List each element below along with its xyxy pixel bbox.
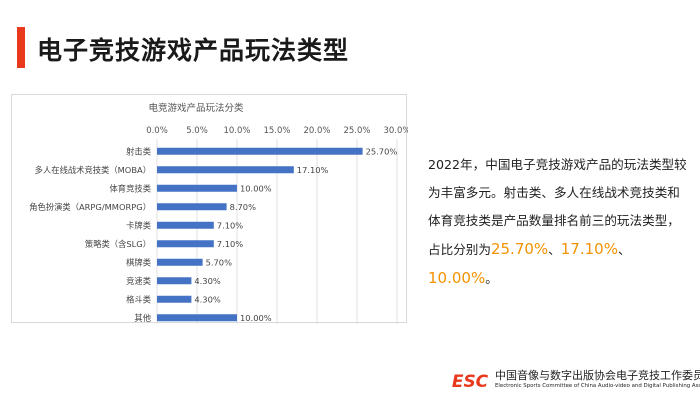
bar xyxy=(157,277,192,285)
data-label: 10.00% xyxy=(240,313,272,323)
data-label: 25.70% xyxy=(366,146,398,156)
chart-container: 电竞游戏产品玩法分类 0.0% 5.0% 10.0% 15.0% 20.0% 25.0% 3… xyxy=(11,94,408,324)
bar xyxy=(157,314,237,322)
data-label: 4.30% xyxy=(194,276,220,286)
category-label: 卡牌类 xyxy=(126,220,151,230)
summary-separator: 、 xyxy=(548,242,561,257)
x-tick-label: 10.0% xyxy=(223,126,250,136)
x-tick-label: 0.0% xyxy=(146,126,168,136)
footer-org-cn: 中国音像与数字出版协会电子竞技工作委员会 xyxy=(495,369,700,382)
bar xyxy=(157,240,214,248)
data-label: 4.30% xyxy=(194,294,220,304)
esc-logo: ESC xyxy=(452,372,489,390)
category-label: 射击类 xyxy=(126,146,151,156)
summary-text: 2022年，中国电子竞技游戏产品的玩法类型较为丰富多元。射击类、多人在线战术竞技… xyxy=(428,157,687,257)
category-label: 多人在线战术竞技类（MOBA） xyxy=(35,165,151,175)
bar xyxy=(157,166,294,174)
summary-separator: 、 xyxy=(617,242,631,257)
bar-chart: 电竞游戏产品玩法分类 0.0% 5.0% 10.0% 15.0% 20.0% 25.0% 3… xyxy=(29,102,408,324)
data-label: 7.10% xyxy=(217,220,243,230)
title-accent-bar xyxy=(17,27,25,68)
category-label: 角色扮演类（ARPG/MMORPG） xyxy=(29,202,151,212)
category-label: 格斗类 xyxy=(126,294,151,304)
highlight-value-shooting: 25.70% xyxy=(490,240,549,258)
bar xyxy=(157,258,203,266)
bar xyxy=(157,184,237,192)
x-tick-label: 15.0% xyxy=(263,126,290,136)
esc-logo-text: ESC xyxy=(452,372,489,390)
data-label: 10.00% xyxy=(240,183,272,193)
category-label: 棋牌类 xyxy=(126,257,151,267)
chart-title: 电竞游戏产品玩法分类 xyxy=(148,102,244,114)
bar xyxy=(157,295,192,303)
x-tick-label: 20.0% xyxy=(303,126,330,136)
data-label: 7.10% xyxy=(217,239,243,249)
category-label: 竞速类 xyxy=(126,276,151,286)
highlight-value-sports: 10.00% xyxy=(428,269,486,287)
bar xyxy=(157,203,227,211)
x-tick-label: 5.0% xyxy=(186,126,208,136)
summary-end: 。 xyxy=(485,271,498,286)
summary-paragraph: 2022年，中国电子竞技游戏产品的玩法类型较为丰富多元。射击类、多人在线战术竞技… xyxy=(428,151,690,293)
category-label: 其他 xyxy=(134,313,151,323)
bar xyxy=(157,221,214,229)
x-tick-label: 25.0% xyxy=(343,126,370,136)
slide-title: 电子竞技游戏产品玩法类型 xyxy=(37,36,350,65)
data-label: 17.10% xyxy=(297,165,329,175)
x-tick-label: 30.0% xyxy=(383,126,408,136)
highlight-value-moba: 17.10% xyxy=(560,240,618,258)
footer-org: 中国音像与数字出版协会电子竞技工作委员会 Electronic Sports C… xyxy=(495,369,700,390)
data-label: 8.70% xyxy=(230,202,256,212)
category-label: 策略类（含SLG） xyxy=(85,239,151,249)
bar xyxy=(157,147,363,155)
data-label: 5.70% xyxy=(206,257,232,267)
footer-org-en: Electronic Sports Committee of China Aud… xyxy=(495,383,700,389)
category-label: 体育竞技类 xyxy=(110,183,152,193)
